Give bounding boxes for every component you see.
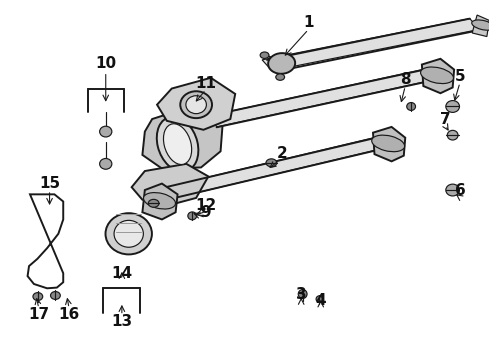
Text: 4: 4	[316, 293, 326, 308]
Text: 5: 5	[455, 68, 466, 84]
Ellipse shape	[164, 124, 192, 165]
Polygon shape	[472, 15, 490, 37]
Ellipse shape	[276, 74, 285, 80]
Ellipse shape	[372, 135, 405, 152]
Polygon shape	[262, 19, 480, 71]
Ellipse shape	[148, 199, 159, 207]
Text: 6: 6	[455, 183, 466, 198]
Text: 2: 2	[276, 145, 287, 161]
Text: 7: 7	[440, 112, 451, 126]
Text: 8: 8	[400, 72, 411, 87]
Ellipse shape	[188, 212, 196, 220]
Text: 1: 1	[303, 15, 314, 31]
Polygon shape	[373, 127, 405, 161]
Text: 13: 13	[111, 314, 132, 329]
Polygon shape	[143, 184, 177, 220]
Ellipse shape	[157, 117, 198, 172]
Ellipse shape	[420, 67, 453, 84]
Text: 15: 15	[39, 176, 60, 191]
Ellipse shape	[50, 292, 60, 300]
Text: 14: 14	[111, 266, 132, 281]
Ellipse shape	[407, 103, 416, 111]
Ellipse shape	[114, 220, 144, 247]
Ellipse shape	[186, 96, 206, 114]
Ellipse shape	[266, 159, 277, 167]
Polygon shape	[211, 69, 432, 127]
Ellipse shape	[99, 126, 112, 137]
Text: 17: 17	[28, 307, 49, 322]
Ellipse shape	[446, 100, 460, 112]
Ellipse shape	[144, 193, 175, 209]
Ellipse shape	[99, 158, 112, 169]
Ellipse shape	[33, 293, 43, 301]
Ellipse shape	[472, 20, 490, 30]
Polygon shape	[157, 78, 235, 130]
Ellipse shape	[180, 91, 212, 118]
Text: 12: 12	[196, 198, 217, 213]
Polygon shape	[132, 164, 208, 205]
Ellipse shape	[447, 130, 458, 140]
Polygon shape	[143, 107, 223, 168]
Ellipse shape	[446, 184, 460, 196]
Ellipse shape	[268, 53, 295, 74]
Polygon shape	[166, 137, 383, 199]
Text: 16: 16	[58, 307, 80, 322]
Text: 10: 10	[95, 56, 116, 71]
Ellipse shape	[316, 296, 322, 302]
Ellipse shape	[260, 52, 269, 58]
Polygon shape	[422, 59, 454, 93]
Text: 9: 9	[200, 205, 211, 220]
Ellipse shape	[105, 213, 152, 255]
Text: 11: 11	[196, 76, 217, 91]
Ellipse shape	[298, 289, 307, 298]
Text: 3: 3	[296, 287, 307, 302]
